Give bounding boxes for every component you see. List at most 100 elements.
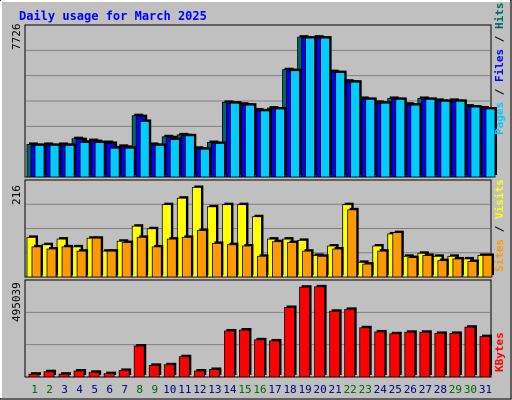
- legend-sites: Sites: [493, 239, 506, 272]
- bar-pages-day-26: [410, 104, 421, 178]
- bar-kbytes-day-14: [224, 330, 235, 378]
- bar-kbytes-day-23: [359, 327, 371, 378]
- bar-kbytes-day-13: [208, 369, 220, 378]
- bar-sites-day-30: [467, 261, 478, 278]
- legend-separator: /: [493, 29, 506, 49]
- bar-pages-day-17: [275, 108, 285, 178]
- panel-3-ymax-label: 495039: [10, 282, 23, 322]
- bar-pages-day-6: [109, 147, 120, 178]
- bar-pages-day-20: [320, 37, 331, 178]
- bar-pages-day-19: [305, 37, 315, 178]
- bar-sites-day-29: [452, 258, 463, 278]
- x-tick-label: 5: [91, 383, 98, 396]
- bar-sites-day-11: [181, 236, 192, 278]
- bar-sites-day-2: [46, 248, 57, 278]
- panel-1-ymax-label: 7726: [10, 24, 23, 51]
- bar-sites-day-17: [272, 241, 282, 278]
- bar-kbytes-day-8: [133, 345, 145, 378]
- x-tick-label: 14: [223, 383, 237, 396]
- bar-sites-day-26: [407, 257, 418, 278]
- bar-pages-day-21: [335, 72, 346, 178]
- panel-3-bars: [28, 284, 492, 378]
- bar-pages-day-24: [380, 102, 391, 178]
- bar-kbytes-day-1: [28, 373, 40, 378]
- x-tick-label: 12: [193, 383, 206, 396]
- bar-sites-day-7: [121, 242, 132, 278]
- bar-kbytes-day-3: [58, 373, 70, 378]
- bar-pages-day-9: [154, 144, 165, 178]
- bar-kbytes-day-22: [344, 308, 356, 378]
- panel-1-legend: Pages / Files / Hits: [493, 3, 506, 136]
- panel-kbytes: 495039 KBytes: [10, 279, 506, 378]
- bar-kbytes-day-29: [449, 333, 461, 378]
- x-tick-label: 24: [374, 383, 388, 396]
- bar-pages-day-7: [124, 147, 135, 178]
- bar-kbytes-day-12: [193, 370, 205, 378]
- bar-kbytes-day-27: [419, 331, 431, 378]
- x-tick-label: 9: [151, 383, 158, 396]
- bar-kbytes-day-15: [239, 329, 250, 378]
- panel-2-ymax-label: 216: [10, 185, 23, 205]
- bar-sites-day-31: [482, 255, 493, 278]
- panel-1-bars: [26, 35, 497, 178]
- x-tick-label: 29: [449, 383, 462, 396]
- bar-pages-day-29: [455, 100, 466, 178]
- bar-kbytes-day-11: [178, 356, 190, 378]
- bar-pages-day-25: [395, 99, 406, 178]
- x-tick-label: 25: [389, 383, 402, 396]
- panel-2-legend: Sites / Visits: [493, 179, 506, 272]
- x-tick-label: 23: [359, 383, 372, 396]
- x-tick-label: 21: [329, 383, 342, 396]
- legend-pages: Pages: [493, 102, 506, 135]
- bar-sites-day-20: [317, 255, 328, 278]
- bar-shadow: [61, 372, 72, 375]
- bar-sites-day-13: [211, 243, 222, 278]
- legend-visits: Visits: [493, 179, 506, 219]
- x-tick-label: 27: [419, 383, 432, 396]
- bar-kbytes-day-30: [464, 326, 476, 378]
- bar-kbytes-day-28: [434, 333, 446, 378]
- bar-kbytes-day-31: [479, 336, 491, 378]
- bar-kbytes-day-4: [73, 370, 85, 378]
- x-tick-label: 10: [163, 383, 176, 396]
- x-tick-label: 30: [464, 383, 477, 396]
- bar-kbytes-day-21: [329, 310, 341, 378]
- bar-sites-day-10: [166, 238, 177, 278]
- bar-pages-day-30: [470, 106, 481, 178]
- x-tick-label: 8: [136, 383, 143, 396]
- bar-pages-day-18: [290, 70, 300, 178]
- bar-sites-day-9: [151, 246, 162, 278]
- bar-sites-day-14: [227, 244, 237, 278]
- bar-pages-day-22: [350, 81, 361, 178]
- x-tick-label: 3: [61, 383, 68, 396]
- panel-3-legend: KBytes: [493, 332, 506, 372]
- bar-kbytes-day-7: [118, 370, 130, 378]
- bar-sites-day-19: [302, 250, 312, 278]
- bar-pages-day-4: [79, 142, 90, 178]
- bar-shadow: [31, 372, 41, 375]
- bar-kbytes-day-19: [299, 286, 310, 378]
- bar-pages-day-1: [34, 144, 45, 178]
- bar-pages-day-12: [199, 148, 210, 178]
- bar-kbytes-day-25: [389, 333, 401, 378]
- legend-separator: /: [493, 82, 506, 102]
- bar-sites-day-25: [392, 232, 403, 278]
- bar-pages-day-27: [425, 99, 436, 178]
- bar-pages-day-31: [485, 108, 496, 178]
- x-tick-label: 26: [404, 383, 417, 396]
- bar-kbytes-day-16: [254, 339, 265, 378]
- x-tick-label: 16: [253, 383, 266, 396]
- bar-sites-day-22: [347, 209, 358, 278]
- legend-hits: Hits: [493, 3, 506, 30]
- bar-kbytes-day-24: [374, 331, 386, 378]
- bar-kbytes-day-6: [103, 373, 115, 378]
- bar-sites-day-28: [437, 260, 448, 278]
- bar-sites-day-23: [362, 263, 373, 278]
- bar-pages-day-8: [139, 121, 150, 178]
- bar-sites-day-4: [76, 250, 87, 278]
- bar-pages-day-28: [440, 100, 451, 178]
- bar-kbytes-day-5: [88, 371, 100, 378]
- bar-pages-day-5: [94, 142, 105, 178]
- bar-sites-day-18: [287, 242, 297, 278]
